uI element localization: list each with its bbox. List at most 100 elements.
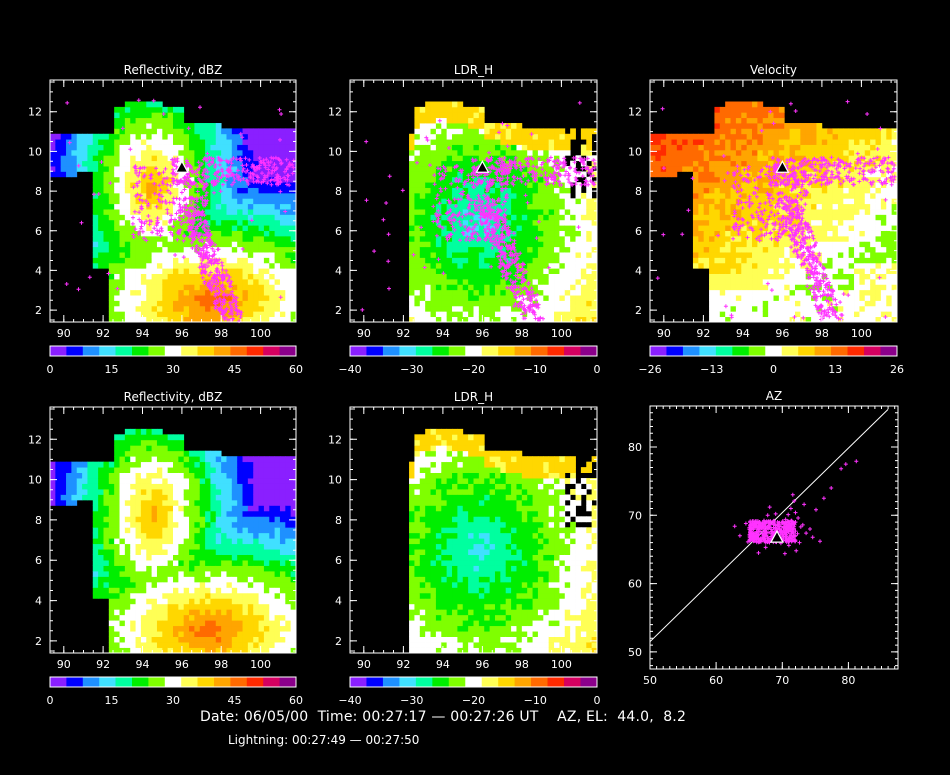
heatmap-cell: [521, 219, 528, 226]
heatmap-cell: [274, 230, 281, 237]
heatmap-cell: [189, 133, 195, 140]
heatmap-cell: [140, 133, 147, 140]
heatmap-cell: [130, 284, 136, 291]
heatmap-cell: [215, 187, 222, 194]
heatmap-cell: [237, 252, 243, 258]
heatmap-cell: [269, 144, 276, 151]
heatmap-cell: [285, 262, 292, 269]
heatmap-cell: [655, 149, 662, 156]
lightning-mark: [248, 175, 253, 179]
heatmap-cell: [285, 214, 292, 221]
heatmap-cell: [135, 187, 142, 194]
heatmap-cell: [76, 139, 83, 145]
heatmap-cell: [119, 133, 126, 140]
heatmap-cell: [441, 128, 448, 135]
heatmap-cell: [60, 171, 67, 178]
heatmap-cell: [183, 284, 190, 291]
heatmap-cell: [580, 305, 587, 312]
heatmap-cell: [692, 182, 699, 188]
heatmap-cell: [130, 241, 136, 248]
heatmap-cell: [430, 133, 437, 140]
heatmap-cell: [247, 187, 254, 194]
heatmap-cell: [430, 128, 437, 135]
heatmap-cell: [452, 273, 458, 280]
colorbar-swatch: [263, 346, 280, 356]
heatmap-cell: [735, 289, 742, 296]
heatmap-cell: [452, 284, 458, 291]
heatmap-cell: [108, 176, 115, 183]
heatmap-cell: [92, 262, 99, 269]
heatmap-cell: [199, 241, 206, 248]
heatmap-cell: [156, 268, 163, 274]
heatmap-cell: [221, 246, 227, 253]
heatmap-cell: [194, 219, 201, 226]
heatmap-cell: [124, 295, 131, 301]
lightning-mark: [200, 246, 205, 251]
heatmap-cell: [156, 284, 163, 291]
heatmap-cell: [226, 198, 233, 205]
heatmap-cell: [548, 225, 555, 231]
heatmap-cell: [586, 144, 593, 151]
heatmap-cell: [114, 316, 120, 323]
heatmap-cell: [269, 225, 276, 231]
heatmap-cell: [167, 198, 174, 205]
lightning-mark: [250, 162, 255, 167]
lightning-mark: [162, 176, 167, 181]
heatmap-cell: [124, 128, 131, 135]
heatmap-cell: [446, 246, 453, 253]
heatmap-cell: [580, 203, 587, 210]
heatmap-cell: [183, 311, 190, 318]
heatmap-cell: [173, 246, 179, 253]
heatmap-cell: [462, 311, 469, 318]
heatmap-cell: [130, 203, 136, 210]
heatmap-cell: [194, 257, 201, 264]
heatmap-cell: [140, 219, 147, 226]
heatmap-cell: [725, 123, 731, 129]
heatmap-cell: [500, 300, 507, 307]
heatmap-cell: [473, 278, 480, 285]
heatmap-cell: [537, 235, 544, 242]
lightning-mark: [157, 183, 162, 188]
heatmap-cell: [478, 106, 485, 113]
heatmap-cell: [441, 219, 448, 226]
heatmap-cell: [221, 225, 227, 231]
heatmap-cell: [494, 284, 501, 291]
heatmap-cell: [231, 198, 238, 205]
heatmap-cell: [692, 225, 699, 231]
lightning-mark: [206, 236, 211, 241]
heatmap-cell: [156, 203, 163, 210]
colorbar-swatch: [366, 346, 384, 356]
heatmap-cell: [730, 149, 737, 156]
heatmap-cell: [575, 305, 582, 312]
lightning-mark: [206, 224, 210, 229]
heatmap-cell: [146, 230, 153, 237]
heatmap-cell: [231, 311, 238, 318]
heatmap-cell: [462, 106, 469, 113]
heatmap-cell: [247, 182, 254, 188]
heatmap-cell: [285, 155, 292, 162]
lightning-mark: [228, 303, 233, 308]
heatmap-cell: [468, 268, 474, 274]
heatmap-cell: [124, 160, 131, 167]
heatmap-cell: [725, 112, 731, 119]
heatmap-cell: [537, 230, 544, 237]
heatmap-cell: [156, 101, 163, 108]
heatmap-cell: [119, 128, 126, 135]
heatmap-cell: [215, 192, 222, 199]
lightning-mark: [138, 193, 143, 198]
heatmap-cell: [468, 241, 474, 248]
heatmap-cell: [692, 160, 699, 167]
lightning-mark: [152, 191, 157, 196]
heatmap-cell: [703, 257, 710, 264]
heatmap-cell: [242, 289, 249, 296]
heatmap-cell: [119, 219, 126, 226]
heatmap-cell: [719, 171, 726, 178]
heatmap-cell: [98, 252, 104, 258]
heatmap-cell: [735, 144, 742, 151]
heatmap-cell: [108, 209, 115, 215]
heatmap-cell: [462, 241, 469, 248]
heatmap-cell: [559, 300, 566, 307]
heatmap-cell: [140, 182, 147, 188]
heatmap-cell: [82, 144, 88, 151]
heatmap-cell: [462, 203, 469, 210]
